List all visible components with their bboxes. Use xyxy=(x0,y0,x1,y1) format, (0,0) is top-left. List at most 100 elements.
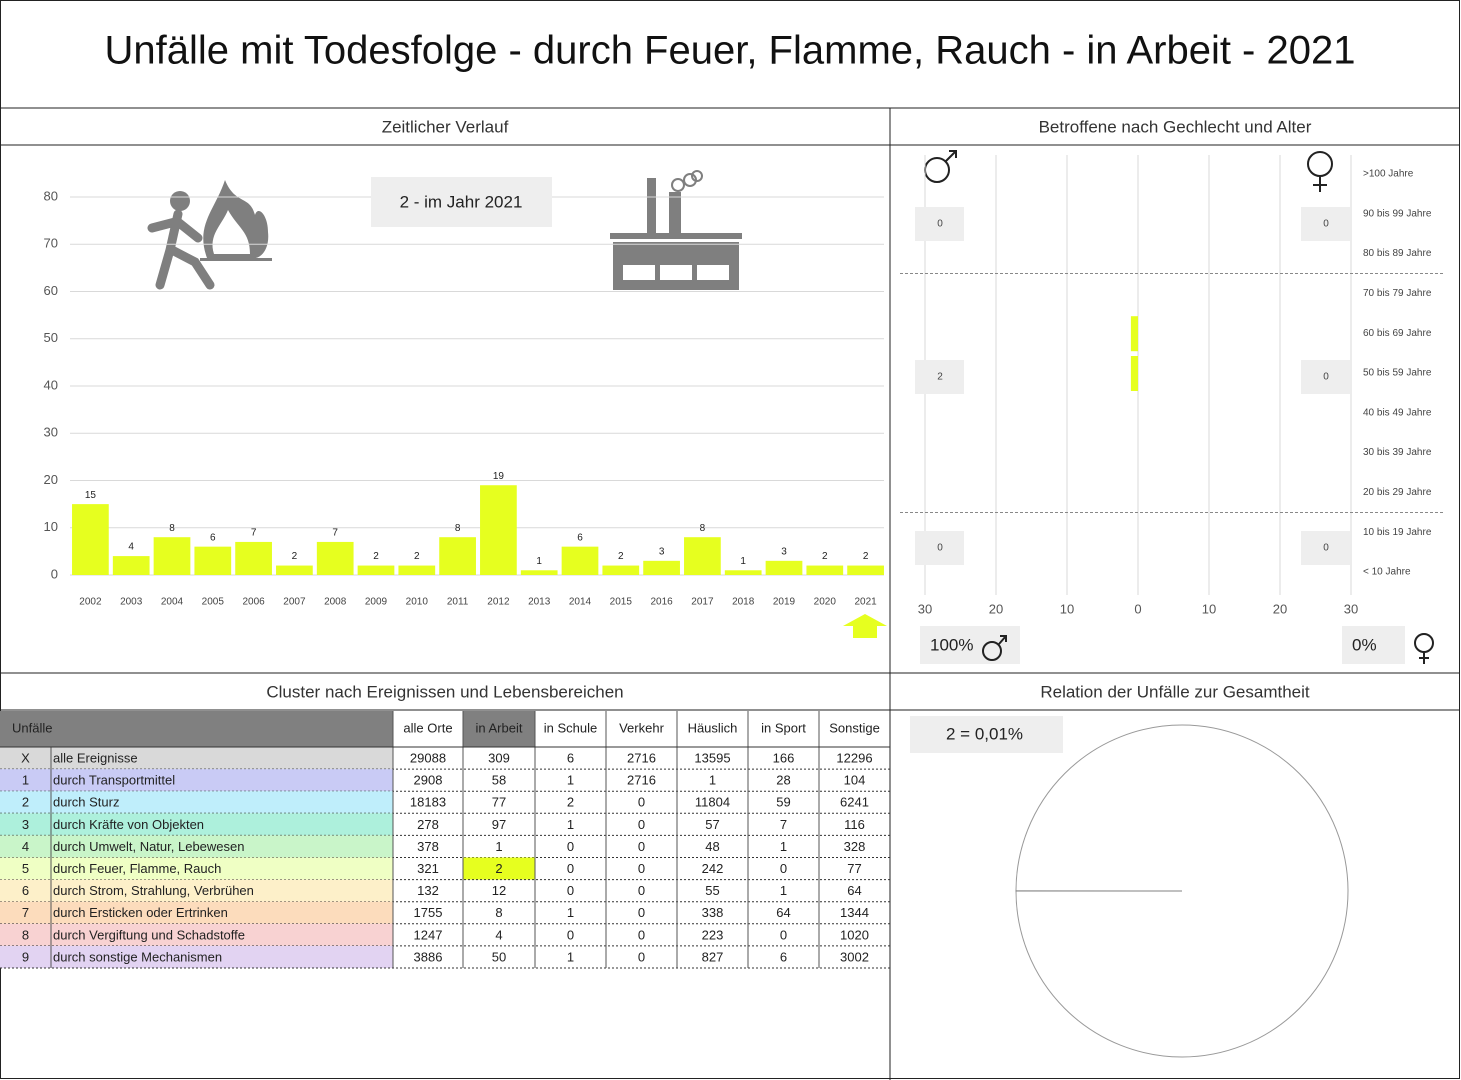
table-cell: durch Umwelt, Natur, Lebewesen xyxy=(53,839,244,854)
table-cell: durch Transportmittel xyxy=(53,773,175,788)
table-cell: 1247 xyxy=(414,927,443,942)
table-cell: 12296 xyxy=(836,750,872,765)
x-tick-label: 2002 xyxy=(79,597,102,608)
x-tick-label: 2021 xyxy=(854,597,877,608)
annotation-box xyxy=(371,177,552,227)
table-cell: durch Vergiftung und Schadstoffe xyxy=(53,927,245,942)
x-tick-label: 30 xyxy=(918,601,932,616)
female-symbol xyxy=(1307,151,1333,192)
x-tick-label: 2020 xyxy=(814,597,837,608)
table-cell: 0 xyxy=(567,883,574,898)
title: Unfälle mit Todesfolge - durch Feuer, Fl… xyxy=(105,29,1356,73)
age-label: < 10 Jahre xyxy=(1363,567,1411,578)
bar xyxy=(194,546,232,575)
table-cell: alle Ereignisse xyxy=(53,750,138,765)
data-label: 7 xyxy=(332,528,338,539)
factory-icon xyxy=(610,170,742,290)
table-cell: 278 xyxy=(417,817,439,832)
bar xyxy=(561,546,599,575)
age-label: 20 bis 29 Jahre xyxy=(1363,487,1432,498)
table-cell: 6 xyxy=(567,750,574,765)
bar xyxy=(806,565,844,575)
table-cell: 4 xyxy=(22,839,29,854)
table-cell: 242 xyxy=(702,861,724,876)
group-box xyxy=(1301,360,1350,394)
y-tick-label: 0 xyxy=(51,566,58,581)
group-box xyxy=(1301,207,1350,241)
x-tick-label: 2019 xyxy=(773,597,796,608)
table-cell: 3 xyxy=(22,817,29,832)
data-label: 2 xyxy=(414,551,420,562)
data-label: 6 xyxy=(210,532,216,543)
table-cell: 0 xyxy=(567,861,574,876)
row-bg xyxy=(0,769,393,792)
table-cell: 132 xyxy=(417,883,439,898)
panel-title: Cluster nach Ereignissen und Lebensberei… xyxy=(266,682,623,701)
share-label: 100% xyxy=(930,635,973,654)
table-cell: 1 xyxy=(495,839,502,854)
row-bg xyxy=(0,857,393,880)
current-year-arrow xyxy=(843,614,887,638)
table-cell: 28 xyxy=(776,773,790,788)
table-cell: 50 xyxy=(492,949,506,964)
column-header: in Sport xyxy=(761,720,806,735)
bar xyxy=(153,537,191,575)
x-tick-label: 2003 xyxy=(120,597,143,608)
table-cell: 1 xyxy=(780,883,787,898)
x-tick-label: 2004 xyxy=(161,597,184,608)
table-cell: 6 xyxy=(780,949,787,964)
data-label: 8 xyxy=(169,523,175,534)
age-label: 40 bis 49 Jahre xyxy=(1363,407,1432,418)
table-cell: 1 xyxy=(709,773,716,788)
data-label: 3 xyxy=(781,546,787,557)
data-label: 2 xyxy=(373,551,379,562)
table-cell: 1344 xyxy=(840,905,869,920)
table-cell: 321 xyxy=(417,861,439,876)
table-header xyxy=(0,711,393,747)
column-header: alle Orte xyxy=(403,720,452,735)
data-label: 8 xyxy=(700,523,706,534)
table-cell: 55 xyxy=(705,883,719,898)
table-cell: 0 xyxy=(638,927,645,942)
table-cell: 64 xyxy=(776,905,790,920)
table-cell: 309 xyxy=(488,750,510,765)
table-cell: 1020 xyxy=(840,927,869,942)
male-symbol xyxy=(982,641,1002,661)
x-tick-label: 2013 xyxy=(528,597,551,608)
data-label: 7 xyxy=(251,528,257,539)
bar xyxy=(643,560,680,575)
annotation-box xyxy=(910,716,1063,753)
x-tick-label: 0 xyxy=(1134,601,1141,616)
bar xyxy=(112,556,150,575)
table-cell: 1755 xyxy=(414,905,443,920)
panel-title: Betroffene nach Gechlecht und Alter xyxy=(1039,117,1312,136)
table-cell: 0 xyxy=(638,861,645,876)
table-cell: 8 xyxy=(22,927,29,942)
data-label: 2 xyxy=(863,551,869,562)
table-cell: 0 xyxy=(567,927,574,942)
x-tick-label: 2006 xyxy=(242,597,265,608)
x-tick-label: 2018 xyxy=(732,597,755,608)
table-cell: 29088 xyxy=(410,750,446,765)
row-bg xyxy=(0,879,393,902)
data-label: 1 xyxy=(536,556,542,567)
bar xyxy=(684,537,721,575)
bar xyxy=(357,565,395,575)
data-label: 2 xyxy=(618,551,624,562)
table-cell: 58 xyxy=(492,773,506,788)
y-tick-label: 50 xyxy=(44,330,58,345)
x-tick-label: 2007 xyxy=(283,597,306,608)
table-cell: 97 xyxy=(492,817,506,832)
table-cell: 13595 xyxy=(694,750,730,765)
table-cell: durch Ersticken oder Ertrinken xyxy=(53,905,228,920)
data-label: 8 xyxy=(455,523,461,534)
fire-icon xyxy=(147,180,272,290)
table-cell: 1 xyxy=(567,773,574,788)
x-tick-label: 2005 xyxy=(202,597,225,608)
age-label: 80 bis 89 Jahre xyxy=(1363,248,1432,259)
table-cell: 104 xyxy=(844,773,866,788)
share-box xyxy=(1342,626,1405,664)
table-cell: 338 xyxy=(702,905,724,920)
age-label: 70 bis 79 Jahre xyxy=(1363,288,1432,299)
